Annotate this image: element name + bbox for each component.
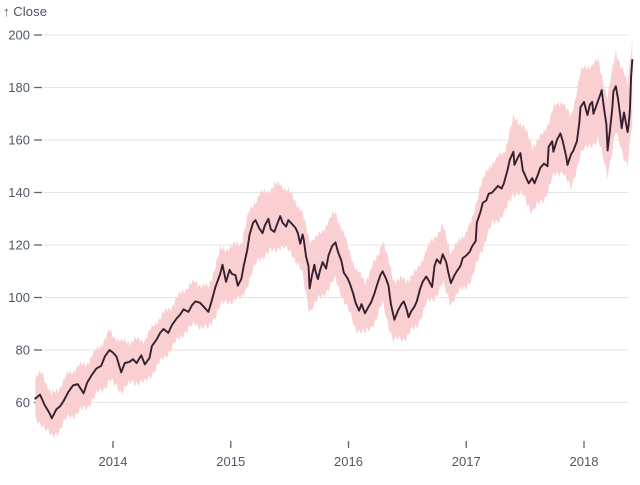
- y-tick-label: 80: [16, 343, 30, 358]
- y-tick-label: 160: [8, 133, 30, 148]
- x-tick-label: 2017: [452, 454, 481, 469]
- x-tick-label: 2016: [334, 454, 363, 469]
- y-tick-label: 180: [8, 80, 30, 95]
- x-tick-label: 2015: [216, 454, 245, 469]
- x-tick-label: 2018: [570, 454, 599, 469]
- y-tick-label: 120: [8, 238, 30, 253]
- y-tick-label: 100: [8, 290, 30, 305]
- close-price-line: [34, 58, 634, 420]
- y-tick-label: 140: [8, 185, 30, 200]
- y-tick-label: 60: [16, 395, 30, 410]
- y-axis-title: ↑ Close: [3, 4, 48, 19]
- x-tick-label: 2014: [99, 454, 128, 469]
- high-low-band: [35, 38, 633, 439]
- y-tick-label: 200: [8, 28, 30, 43]
